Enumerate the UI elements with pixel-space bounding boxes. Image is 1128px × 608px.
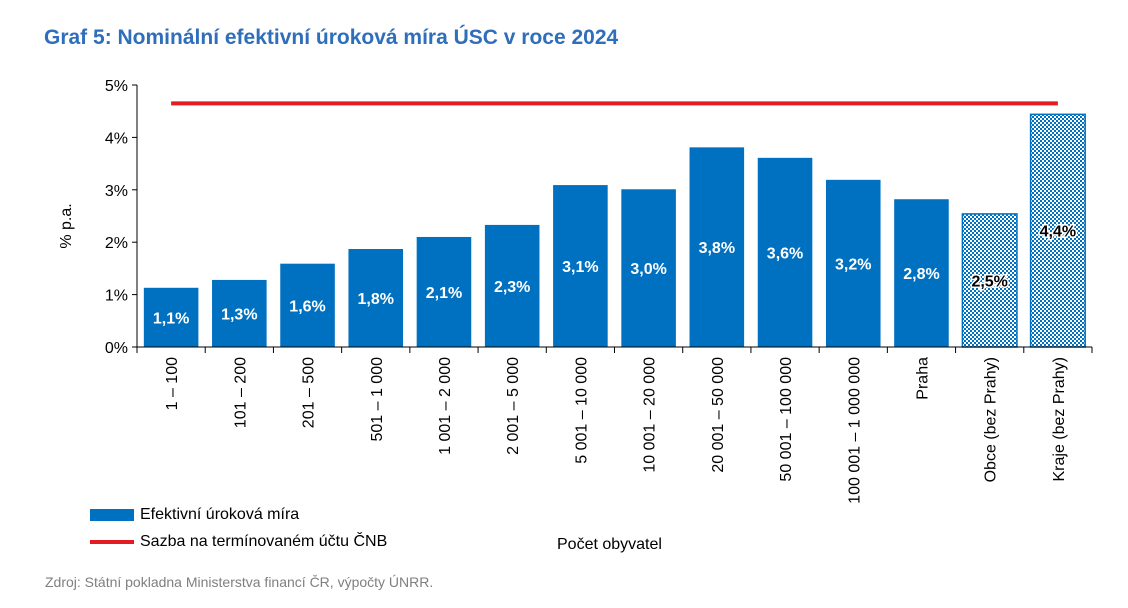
legend-item-rate: Efektivní úroková míra [90, 506, 299, 524]
legend-label-cnb: Sazba na termínovaném účtu ČNB [140, 533, 388, 550]
y-tick-label: 3% [105, 183, 128, 200]
x-axis-title: Počet obyvatel [557, 536, 662, 553]
data-label: 3,8% [699, 240, 735, 257]
x-tick-label: Kraje (bez Prahy) [1051, 357, 1068, 482]
data-label: 1,3% [221, 306, 257, 323]
data-label: 3,1% [562, 259, 598, 276]
legend-label-rate: Efektivní úroková míra [140, 506, 300, 523]
x-tick-label: 1 001 – 2 000 [437, 357, 454, 455]
x-tick-label: 2 001 – 5 000 [505, 357, 522, 455]
y-axis-label: % p.a. [58, 203, 75, 248]
x-tick-label: 101 – 200 [232, 357, 249, 428]
bar [484, 224, 540, 347]
x-tick-label: 20 001 – 50 000 [710, 357, 727, 473]
data-label: 2,1% [426, 285, 462, 302]
x-tick-label: 5 001 – 10 000 [573, 357, 590, 464]
bar [212, 279, 267, 347]
x-tick-label: 50 001 – 100 000 [778, 357, 795, 482]
x-axis: 1 – 100 101 – 200 201 – 500 501 – 1 000 1 00… [136, 346, 1093, 504]
bar [825, 179, 881, 347]
x-tick-label: Obce (bez Prahy) [983, 357, 1000, 482]
y-tick-label: 5% [105, 78, 128, 95]
bars: 1,1% 1,3% 1,6% 1,8% 2,1% 2,3% 3,1% 3,0% 3,8% 3,6%… [143, 113, 1086, 348]
bar [416, 236, 472, 347]
bar [689, 147, 745, 347]
bar [280, 263, 335, 347]
bar [621, 189, 676, 347]
x-tick-label: 1 – 100 [164, 357, 181, 410]
bar [348, 249, 404, 347]
legend-item-cnb: Sazba na termínovaném účtu ČNB [90, 533, 387, 551]
bar [961, 213, 1018, 348]
chart-title: Graf 5: Nominální efektivní úroková míra… [44, 26, 619, 49]
bar [894, 199, 949, 347]
data-label: 3,0% [630, 261, 666, 278]
data-label: 3,6% [767, 245, 803, 262]
data-label: 3,2% [835, 256, 871, 273]
data-label: 1,6% [289, 298, 325, 315]
x-tick-label: 100 001 – 1 000 000 [846, 357, 863, 504]
data-label: 2,8% [903, 266, 939, 283]
y-tick-label: 4% [105, 130, 128, 147]
y-tick-label: 1% [105, 288, 128, 305]
bar [1029, 113, 1086, 348]
legend-swatch-bar [90, 509, 134, 521]
y-axis: 0% 1% 2% 3% 4% 5% [105, 78, 138, 357]
bar [143, 287, 199, 347]
bar [553, 185, 608, 347]
data-label: 1,1% [153, 310, 189, 327]
y-tick-label: 2% [105, 235, 128, 252]
x-tick-label: 201 – 500 [301, 357, 318, 428]
data-label: 1,8% [358, 291, 394, 308]
bar [757, 157, 813, 347]
data-label: 4,4% [1040, 224, 1076, 241]
x-tick-label: Praha [914, 357, 931, 400]
source-note: Zdroj: Státní pokladna Ministerstva fina… [45, 574, 434, 590]
legend-swatch-line [90, 540, 134, 544]
x-tick-label: 501 – 1 000 [369, 357, 386, 442]
y-tick-label: 0% [105, 340, 128, 357]
data-label: 2,5% [971, 273, 1007, 290]
data-label: 2,3% [494, 279, 530, 296]
x-tick-label: 10 001 – 20 000 [642, 357, 659, 473]
